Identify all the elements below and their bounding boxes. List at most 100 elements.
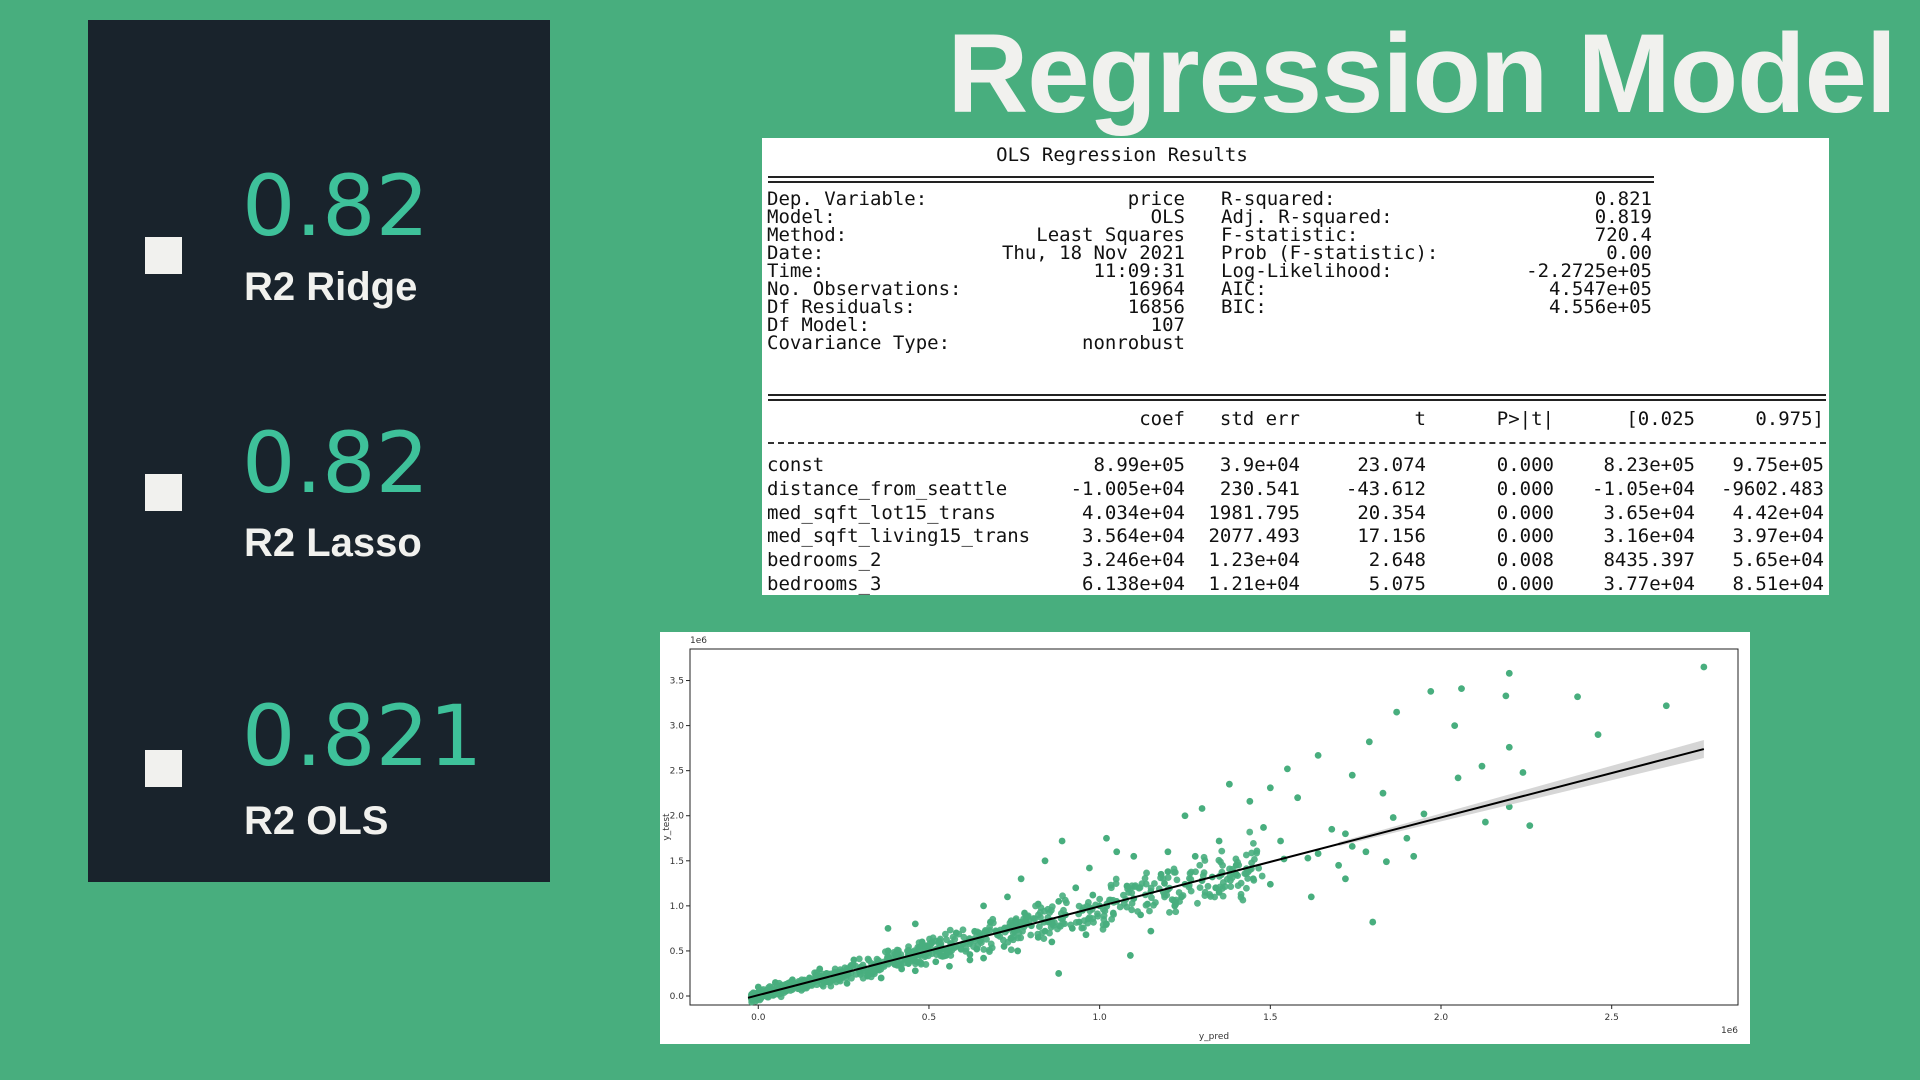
scatter-point	[1260, 824, 1267, 831]
scatter-point	[1478, 762, 1486, 770]
summary-value: Least Squares	[1036, 224, 1185, 246]
scatter-point	[1519, 769, 1527, 776]
double-rule	[768, 176, 1654, 183]
row-cell: -43.612	[1345, 477, 1426, 500]
scatter-point	[1014, 947, 1022, 955]
scatter-point	[960, 933, 968, 941]
scatter-point	[1505, 669, 1513, 677]
scatter-point	[1137, 911, 1145, 919]
metric-label: R2 Lasso	[244, 521, 422, 565]
metric-label: R2 OLS	[244, 799, 389, 843]
scatter-point	[1061, 920, 1068, 928]
plot-frame	[689, 648, 1739, 1006]
scatter-point	[976, 937, 984, 945]
scatter-point	[1146, 907, 1153, 915]
row-cell: 1.21e+04	[1208, 573, 1300, 595]
scatter-point	[1107, 896, 1114, 904]
double-rule	[768, 394, 1826, 401]
scatter-point	[905, 960, 912, 967]
scatter-point	[980, 902, 987, 910]
scatter-point	[1348, 771, 1356, 779]
scatter-point	[836, 974, 844, 982]
y-tick-label: 3.0	[670, 722, 685, 732]
column-header: t	[1414, 408, 1426, 430]
scatter-point	[1379, 789, 1387, 797]
x-multiplier-label: 1e6	[1721, 1026, 1738, 1036]
scatter-point	[932, 958, 940, 966]
scatter-point	[1232, 870, 1240, 878]
scatter-point	[1196, 861, 1204, 869]
summary-label: Df Model:	[767, 314, 870, 336]
metric-label: R2 Ridge	[244, 265, 418, 309]
scatter-point	[1017, 875, 1025, 883]
scatter-point	[1157, 870, 1165, 878]
scatter-point	[1034, 900, 1042, 908]
summary-label: F-statistic:	[1221, 224, 1359, 246]
summary-label: Method:	[767, 224, 848, 246]
scatter-point	[1314, 751, 1322, 759]
scatter-point	[943, 936, 950, 944]
scatter-point	[1458, 685, 1465, 693]
scatter-point	[754, 983, 762, 991]
summary-value: nonrobust	[1082, 332, 1185, 354]
scatter-point	[816, 965, 824, 973]
summary-value: 11:09:31	[1093, 260, 1185, 282]
scatter-point	[1266, 784, 1274, 792]
summary-label: No. Observations:	[767, 278, 962, 300]
scatter-point	[1100, 912, 1108, 920]
scatter-point	[1382, 858, 1390, 866]
row-cell: 8.99e+05	[1093, 454, 1185, 476]
row-cell: 2077.493	[1208, 525, 1300, 548]
scatter-point	[1198, 805, 1206, 812]
scatter-point	[1348, 842, 1356, 850]
summary-value: 4.547e+05	[1549, 278, 1652, 300]
scatter-point	[1089, 891, 1097, 899]
row-name: distance_from_seattle	[767, 477, 1008, 500]
scatter-point	[1068, 924, 1076, 932]
scatter-point	[1234, 882, 1242, 889]
scatter-point	[1103, 920, 1110, 928]
scatter-point	[1249, 875, 1257, 883]
scatter-point	[806, 974, 813, 982]
scatter-point	[1248, 849, 1256, 857]
scatter-point	[1249, 839, 1257, 847]
regression-line	[747, 748, 1705, 999]
scatter-point	[795, 985, 803, 993]
scatter-point	[893, 949, 901, 957]
x-tick-label: 2.0	[1434, 1013, 1449, 1023]
scatter-point	[1075, 918, 1083, 926]
scatter-point	[884, 947, 892, 955]
scatter-point	[1173, 876, 1181, 884]
scatter-point	[1574, 693, 1581, 701]
row-cell: 0.000	[1496, 477, 1554, 500]
scatter-point	[1007, 934, 1015, 942]
scatter-point	[1258, 872, 1266, 880]
scatter-point	[1266, 880, 1274, 888]
summary-label: Dep. Variable:	[767, 188, 928, 210]
scatter-point	[911, 967, 919, 975]
scatter-point	[1200, 853, 1208, 861]
row-cell: 8435.397	[1603, 549, 1695, 572]
scatter-point	[1218, 847, 1226, 855]
scatter-point	[1164, 848, 1172, 856]
scatter-point	[1084, 899, 1092, 906]
x-tick-label: 1.5	[1263, 1013, 1277, 1023]
scatter-point	[1103, 834, 1110, 842]
row-cell: -9602.483	[1721, 477, 1824, 500]
scatter-point	[1150, 901, 1157, 909]
column-header: 0.975]	[1755, 408, 1824, 430]
scatter-point	[1168, 896, 1176, 903]
row-cell: 17.156	[1357, 525, 1426, 548]
summary-value: 16964	[1127, 278, 1185, 300]
scatter-chart: 0.0 0.5 1.0 1.5 2.0 2.5 0.0 0.5 1.0 1.5 2.0 2.5 3.0 3…	[660, 632, 1750, 1044]
scatter-point	[1181, 812, 1189, 820]
scatter-point	[1253, 847, 1261, 855]
y-tick-label: 0.0	[670, 992, 685, 1002]
scatter-point	[1126, 952, 1134, 959]
scatter-point	[981, 928, 989, 935]
scatter-point	[1427, 687, 1435, 695]
summary-value: 0.00	[1606, 242, 1652, 264]
row-cell: 3.97e+04	[1732, 525, 1824, 548]
scatter-point	[1036, 923, 1043, 931]
scatter-point	[1059, 892, 1066, 900]
